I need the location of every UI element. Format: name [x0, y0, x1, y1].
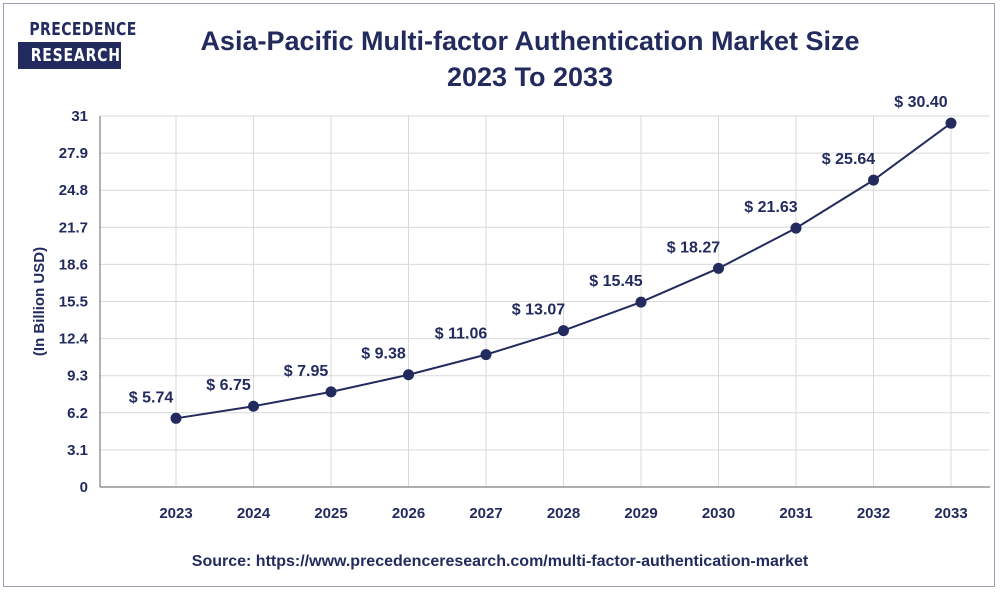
data-point: [713, 262, 724, 274]
data-point: [403, 369, 414, 381]
data-label: $ 25.64: [822, 151, 875, 168]
x-tick-label: 2023: [159, 505, 192, 522]
y-tick-label: 15.5: [59, 294, 88, 311]
data-point: [790, 222, 802, 234]
data-point: [558, 325, 569, 337]
logo-top-text: PRECEDENCE: [29, 19, 137, 40]
precedence-research-logo: PRECEDENCE RESEARCH: [18, 17, 137, 71]
data-point: [868, 174, 879, 186]
x-tick-label: 2025: [314, 505, 347, 522]
data-label: $ 30.40: [894, 94, 947, 111]
data-label: $ 18.27: [667, 239, 720, 256]
y-tick-label: 31: [71, 108, 88, 125]
x-tick-label: 2033: [934, 505, 967, 522]
chart-title-line1: Asia-Pacific Multi-factor Authentication…: [200, 26, 860, 56]
x-tick-label: 2031: [779, 505, 812, 522]
x-tick-label: 2026: [392, 505, 425, 522]
data-point: [945, 117, 957, 129]
logo-bottom-band: RESEARCH: [18, 42, 121, 69]
data-point: [248, 400, 259, 412]
source-note: Source: https://www.precedenceresearch.c…: [191, 553, 809, 570]
x-tick-label: 2029: [624, 505, 657, 522]
data-label: $ 7.95: [284, 363, 329, 380]
data-label: $ 21.63: [744, 199, 797, 216]
y-tick-label: 21.7: [59, 219, 88, 236]
data-label: $ 13.07: [512, 302, 565, 319]
x-tick-label: 2028: [547, 505, 580, 522]
y-tick-label: 6.2: [67, 405, 88, 422]
x-tick-label: 2027: [469, 505, 502, 522]
data-point: [480, 349, 492, 361]
chart-title-line2: 2023 To 2033: [446, 62, 614, 92]
data-label: $ 11.06: [435, 326, 488, 343]
y-axis-title: (In Billion USD): [31, 247, 48, 356]
x-tick-label: 2032: [857, 505, 890, 522]
y-tick-label: 9.3: [67, 368, 88, 385]
y-tick-label: 0: [80, 479, 88, 496]
y-tick-label: 24.8: [59, 182, 88, 199]
y-tick-label: 27.9: [59, 145, 88, 162]
x-tick-label: 2030: [702, 505, 735, 522]
data-label: $ 5.74: [129, 389, 174, 406]
logo-bottom-text: RESEARCH: [30, 45, 121, 66]
data-point: [325, 386, 337, 398]
y-tick-label: 12.4: [59, 331, 89, 348]
data-point: [170, 412, 182, 424]
y-tick-label: 18.6: [59, 256, 88, 273]
data-label: $ 6.75: [206, 377, 251, 394]
data-label: $ 9.38: [361, 346, 406, 363]
data-point: [635, 296, 647, 308]
x-tick-label: 2024: [237, 505, 271, 522]
chart-frame: [3, 3, 995, 587]
y-tick-label: 3.1: [67, 442, 88, 459]
data-label: $ 15.45: [589, 273, 642, 290]
